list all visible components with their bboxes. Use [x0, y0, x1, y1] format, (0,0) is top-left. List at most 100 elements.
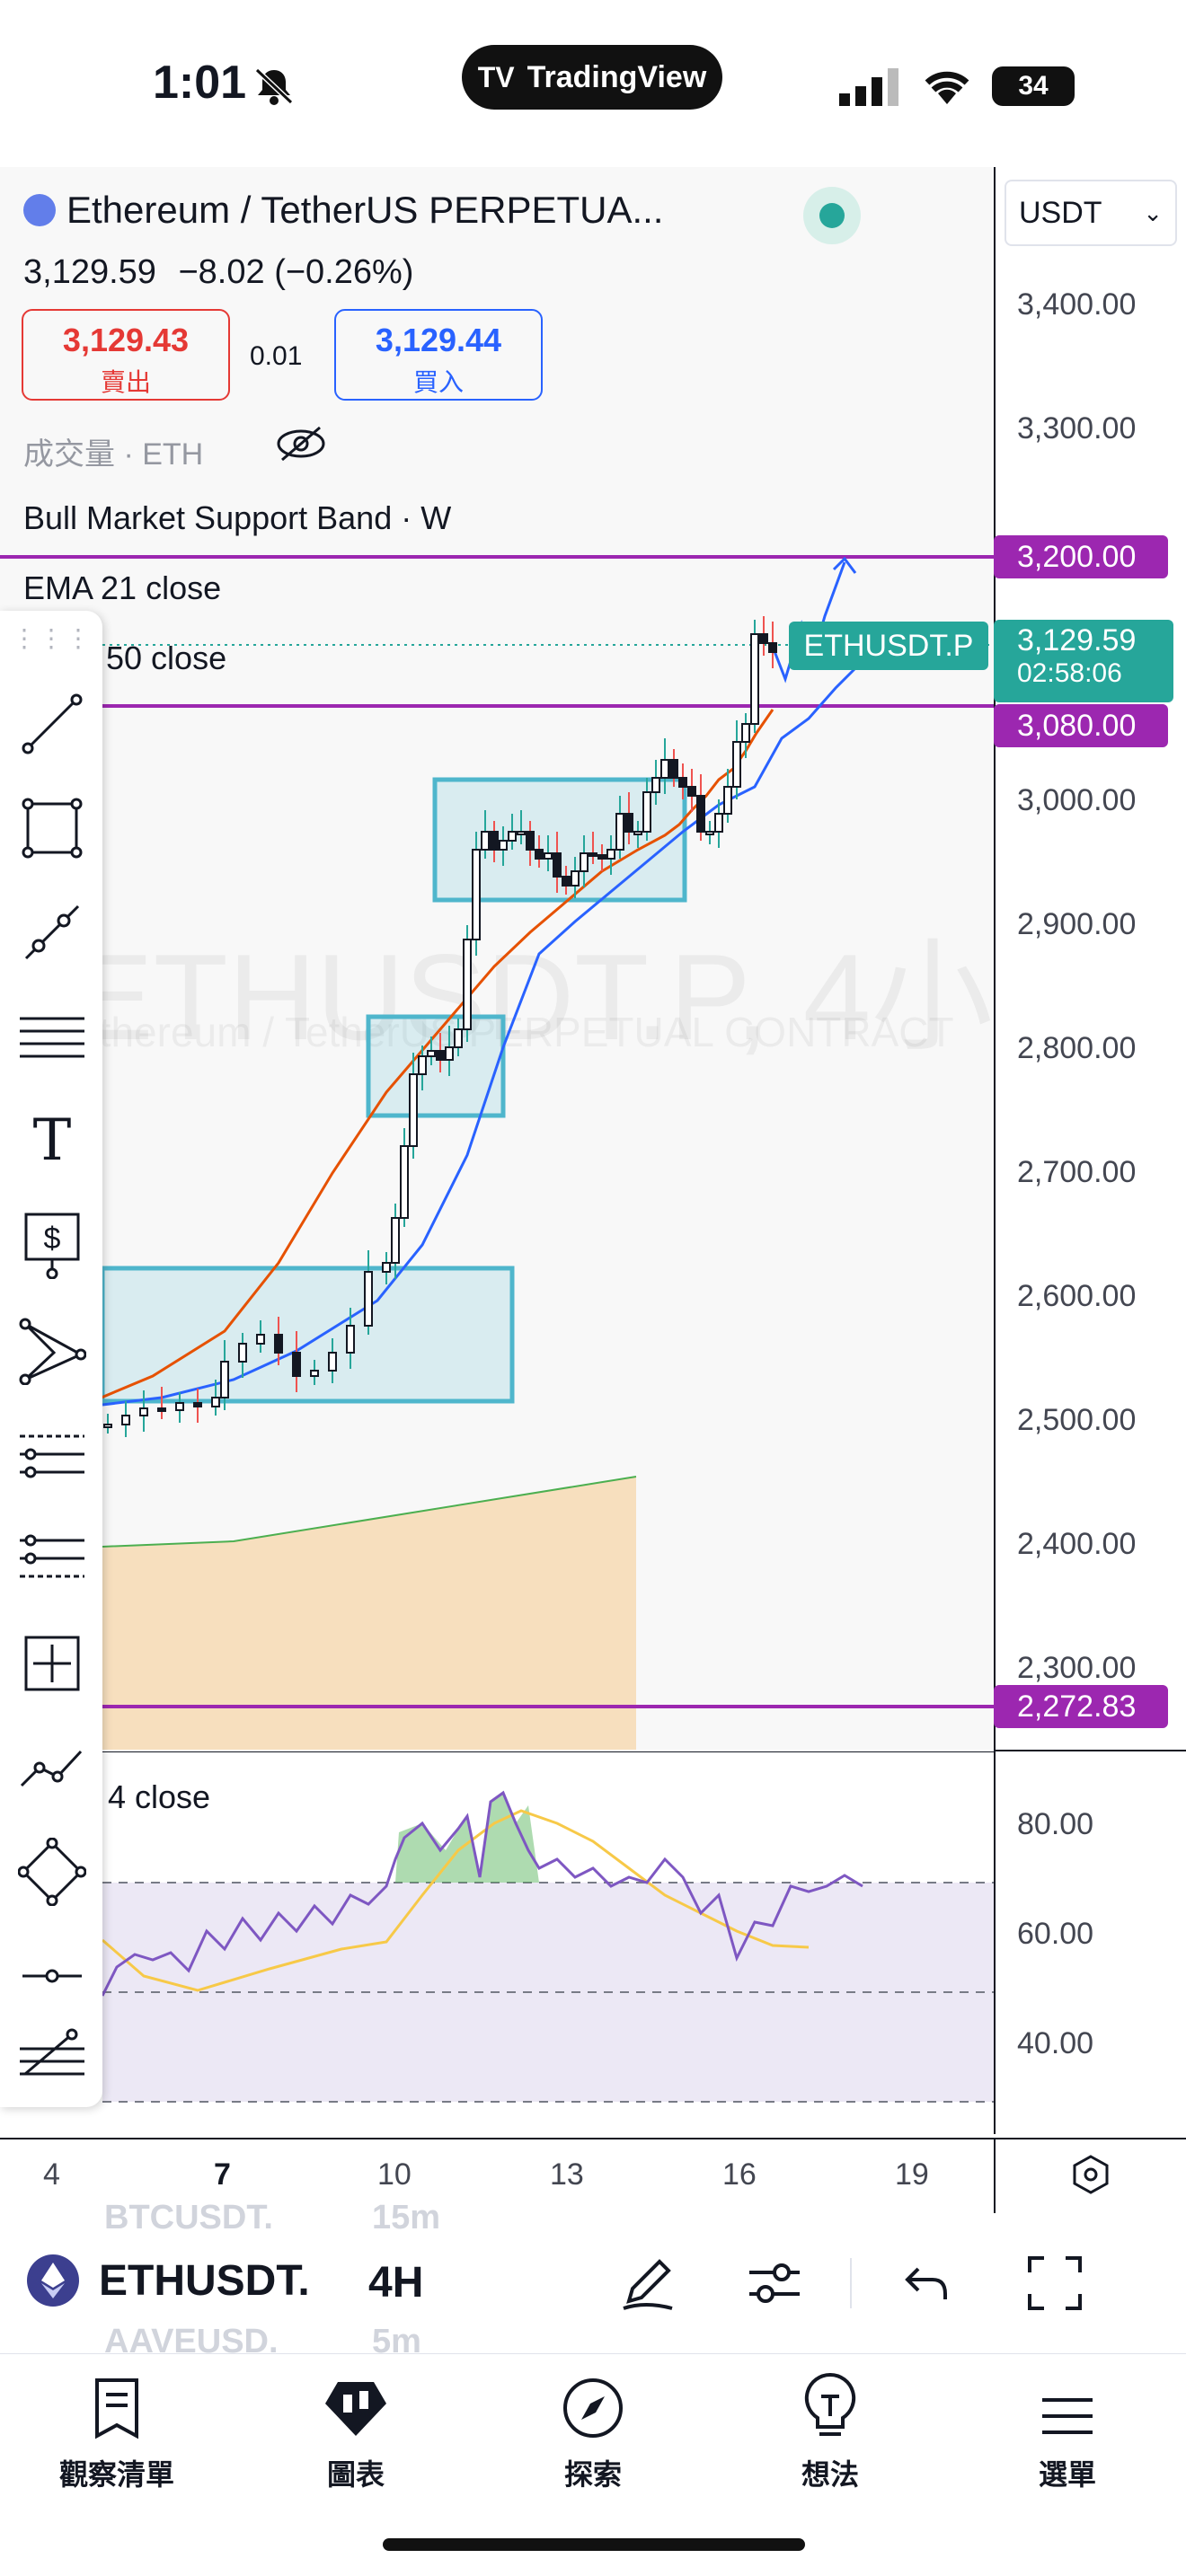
candle-body — [463, 939, 472, 1030]
candle-body — [544, 852, 553, 860]
price-note-icon[interactable]: $ — [14, 1207, 90, 1283]
time-label: 10 — [377, 2157, 412, 2192]
ghost-symbol-above: BTCUSDT. — [104, 2199, 273, 2236]
eye-hidden-icon[interactable] — [275, 424, 327, 468]
nav-watchlist[interactable]: 觀察清單 — [27, 2362, 207, 2493]
drag-handle-icon[interactable]: ⋮⋮⋮ — [12, 623, 93, 652]
candle-body — [328, 1352, 337, 1372]
candle-body — [445, 1046, 454, 1061]
interval-selector[interactable]: 4H — [368, 2259, 424, 2307]
candle-body — [121, 1415, 130, 1425]
bull-band-legend[interactable]: Bull Market Support Band · W — [23, 499, 452, 536]
candle-body — [741, 723, 750, 743]
candle-body — [193, 1402, 202, 1407]
drawing-toolbar: ⋮⋮⋮ T $ — [0, 611, 102, 2107]
lightbulb-icon — [740, 2362, 920, 2439]
undo-icon[interactable] — [902, 2260, 952, 2311]
horizontal-line-icon[interactable] — [14, 1938, 90, 2014]
hamburger-icon — [978, 2362, 1157, 2439]
candle-body — [436, 1050, 445, 1061]
path-icon[interactable] — [14, 1730, 90, 1805]
text-tool-icon[interactable]: T — [32, 1107, 72, 1174]
last-price: 3,129.59 — [23, 253, 156, 291]
candle-body — [687, 786, 696, 797]
candle-body — [562, 876, 571, 887]
time-label: 4 — [43, 2157, 60, 2192]
short-position-icon[interactable] — [14, 1522, 90, 1597]
ema21-legend[interactable]: EMA 21 close — [23, 569, 222, 606]
trend-line-icon[interactable] — [14, 686, 90, 762]
polygon-icon[interactable] — [14, 1834, 90, 1910]
currency-select[interactable]: USDT ⌄ — [1005, 180, 1177, 246]
candle-body — [256, 1334, 265, 1345]
fullscreen-icon[interactable] — [1026, 2254, 1084, 2316]
symbol-bar — [0, 2213, 1186, 2353]
nav-chart[interactable]: 圖表 — [266, 2362, 446, 2493]
candle-body — [418, 1055, 427, 1075]
time-label: 19 — [895, 2157, 929, 2192]
ray-icon[interactable] — [14, 895, 90, 970]
indicators-sliders-icon[interactable] — [746, 2258, 803, 2313]
candle-body — [589, 852, 597, 857]
candle-body — [606, 849, 615, 860]
chart-canvas[interactable] — [0, 167, 994, 1750]
market-status-dot[interactable] — [803, 187, 861, 244]
candle-body — [382, 1262, 391, 1273]
price-label: 2,800.00 — [1017, 1031, 1137, 1065]
measure-icon[interactable] — [14, 1626, 90, 1701]
battery-indicator: 34 — [992, 66, 1075, 106]
rsi-legend[interactable]: 4 close — [108, 1778, 211, 1815]
projection-arrowhead — [832, 556, 857, 574]
sell-button[interactable]: 3,129.43 賣出 — [22, 309, 230, 401]
candle-body — [499, 840, 508, 851]
candle-body — [292, 1352, 301, 1377]
chart-title-row[interactable]: Ethereum / TetherUS PERPETUA... — [23, 189, 663, 232]
nav-ideas[interactable]: 想法 — [740, 2362, 920, 2493]
candle-body — [103, 1424, 112, 1428]
range-box-1 — [100, 1266, 515, 1404]
watermark-description: Ethereum / TetherUS PERPETUAL CONTRACT — [72, 1009, 954, 1055]
chart-settings-button[interactable] — [994, 2138, 1186, 2213]
drawing-pen-icon[interactable] — [618, 2253, 677, 2316]
candle-body — [705, 831, 714, 835]
price-label: 2,600.00 — [1017, 1279, 1137, 1313]
candle-body — [714, 813, 723, 833]
candle-body — [427, 1050, 436, 1057]
candle-body — [580, 852, 589, 872]
rectangle-icon[interactable] — [14, 790, 90, 866]
time-axis[interactable] — [0, 2138, 994, 2213]
ethereum-icon — [27, 2254, 79, 2307]
candle-body — [490, 831, 499, 851]
candle-body — [678, 777, 687, 788]
candle-body — [409, 1073, 418, 1147]
price-chart[interactable] — [0, 167, 994, 1750]
symbol-selector[interactable]: ETHUSDT. — [27, 2254, 310, 2307]
price-label: 2,400.00 — [1017, 1527, 1137, 1561]
candle-body — [472, 849, 481, 940]
candle-body — [669, 759, 678, 779]
candle-body — [211, 1397, 220, 1407]
price-tag-3200: 3,200.00 — [994, 535, 1168, 578]
sma50-legend[interactable]: 50 close — [106, 640, 227, 676]
nav-explore[interactable]: 探索 — [503, 2362, 683, 2493]
volume-legend[interactable]: 成交量 · ETH — [23, 437, 204, 472]
candle-body — [391, 1217, 400, 1264]
long-position-icon[interactable] — [14, 1417, 90, 1493]
chart-title: Ethereum / TetherUS PERPETUA... — [66, 189, 664, 231]
chart-candle-icon — [266, 2362, 446, 2439]
rsi-pane[interactable] — [0, 1751, 994, 2138]
rsi-overbought-fill — [395, 1793, 539, 1883]
pattern-tool-icon[interactable] — [14, 1313, 90, 1389]
candle-body — [624, 813, 633, 833]
ema21-line — [102, 665, 859, 1407]
parallel-lines-icon[interactable] — [14, 999, 90, 1074]
fib-retracement-icon[interactable] — [14, 2021, 90, 2096]
price-axis[interactable] — [994, 167, 1186, 2134]
axis-divider — [994, 1750, 1186, 1751]
svg-text:$: $ — [44, 1222, 61, 1256]
candle-body — [346, 1325, 355, 1354]
nav-menu[interactable]: 選單 — [978, 2362, 1157, 2493]
spread-value: 0.01 — [250, 341, 303, 371]
watchlist-icon — [27, 2362, 207, 2439]
buy-button[interactable]: 3,129.44 買入 — [334, 309, 543, 401]
